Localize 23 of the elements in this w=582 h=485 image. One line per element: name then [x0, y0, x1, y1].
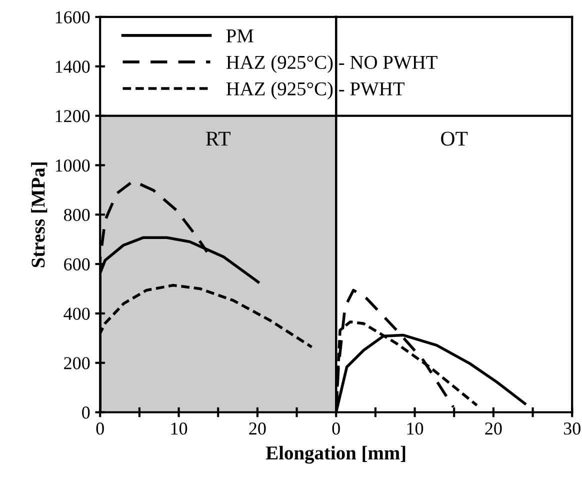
y-tick-label: 0 [82, 406, 90, 419]
x-tick-label: 20 [485, 422, 502, 435]
annotation: RT [206, 132, 230, 146]
x-tick-label: 10 [407, 422, 424, 435]
x-tick-label: 30 [564, 422, 580, 435]
x-tick-label: 0 [332, 422, 340, 435]
annotation: OT [441, 132, 468, 146]
x-tick-label: 0 [96, 422, 104, 435]
x-tick-label: 20 [249, 422, 266, 435]
legend-label: PM [226, 30, 254, 42]
y-tick-label: 1600 [56, 11, 90, 24]
x-tick-label: 10 [171, 422, 188, 435]
y-tick-label: 1200 [56, 110, 90, 122]
y-tick-label: 400 [64, 308, 90, 320]
y-tick-label: 800 [64, 208, 90, 222]
y-tick-label: 1000 [56, 159, 90, 172]
x-axis-title: Elongation [mm] [266, 446, 406, 464]
y-tick-label: 600 [64, 258, 90, 270]
y-tick-label: 1400 [56, 60, 90, 73]
legend-label: HAZ (925°C) - PWHT [226, 82, 404, 100]
legend-label: HAZ (925°C) - NO PWHT [226, 55, 438, 73]
y-tick-label: 200 [64, 357, 90, 370]
y-axis-title: Stress [MPa] [31, 162, 48, 268]
